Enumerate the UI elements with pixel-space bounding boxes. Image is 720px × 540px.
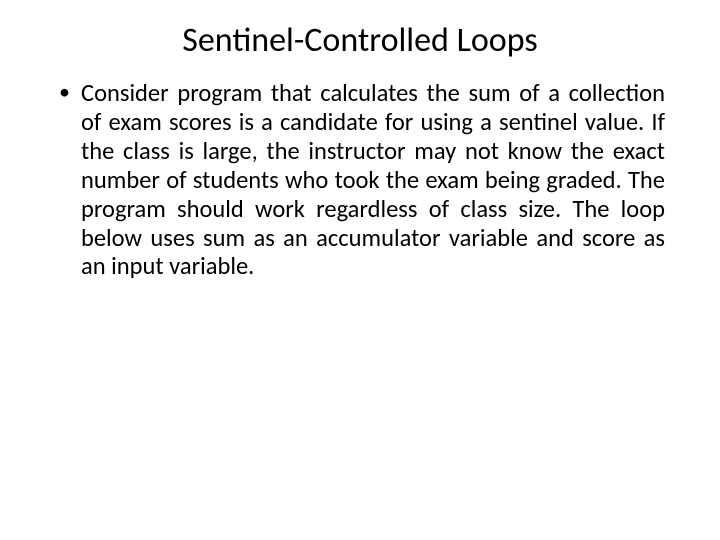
slide-body: Consider program that calculates the sum…	[55, 79, 665, 281]
slide-title: Sentinel-Controlled Loops	[55, 20, 665, 61]
bullet-item: Consider program that calculates the sum…	[81, 79, 665, 281]
slide: Sentinel-Controlled Loops Consider progr…	[0, 0, 720, 540]
bullet-list: Consider program that calculates the sum…	[55, 79, 665, 281]
